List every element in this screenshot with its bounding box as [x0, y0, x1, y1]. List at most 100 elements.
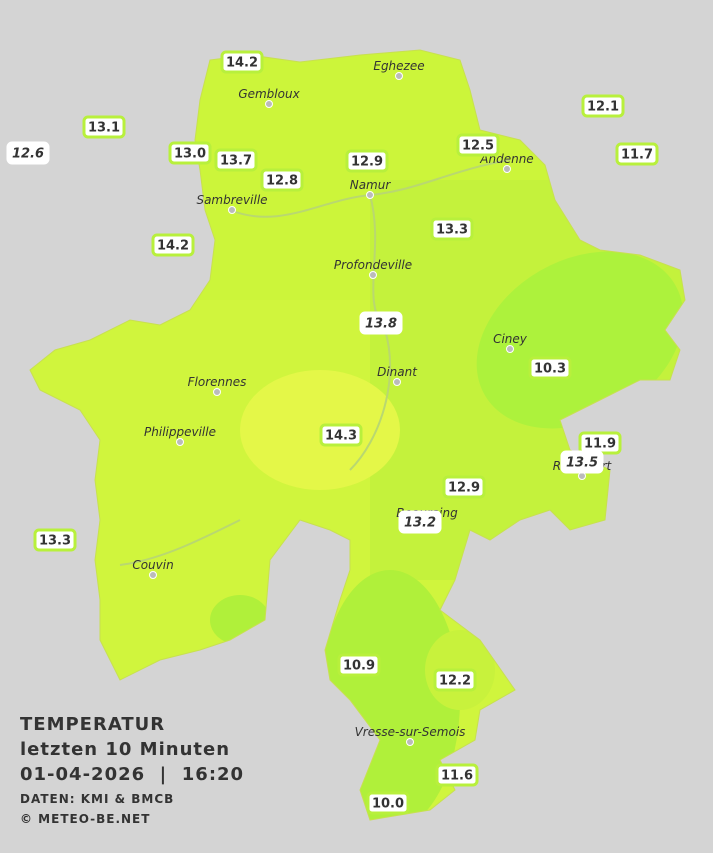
station-value: 10.0 [372, 797, 404, 812]
town-label: Vresse-sur-Semois [355, 725, 466, 739]
station: 13.7 [214, 148, 258, 172]
town-dot [369, 271, 377, 279]
town-dot [265, 100, 273, 108]
station: 11.9 [578, 431, 622, 455]
town-dot [149, 571, 157, 579]
station-value: 10.9 [343, 659, 375, 674]
town-label: Profondeville [334, 258, 412, 272]
station-box [581, 94, 625, 118]
town-dot [578, 472, 586, 480]
station-value: 11.6 [441, 769, 473, 784]
station-value: 13.2 [404, 516, 436, 531]
station-box [319, 423, 363, 447]
station-value: 11.7 [621, 148, 653, 163]
copyright: © METEO-BE.NET [20, 812, 150, 826]
station: 12.1 [581, 94, 625, 118]
station-box [435, 763, 479, 787]
station-value: 14.3 [325, 429, 357, 444]
station: 14.2 [220, 50, 264, 74]
station-box [442, 475, 486, 499]
station-value: 13.7 [220, 154, 252, 169]
station-box [151, 233, 195, 257]
town-label: Gembloux [238, 87, 300, 101]
station: 13.1 [82, 115, 126, 139]
station-box [260, 168, 304, 192]
town-dot [366, 191, 374, 199]
zone-cool-west [210, 595, 270, 645]
station-value: 12.9 [448, 481, 480, 496]
town-label: Ciney [493, 332, 528, 346]
station: 12.2 [433, 668, 477, 692]
station-box [33, 528, 77, 552]
station-value: 13.0 [174, 147, 206, 162]
town-label: Florennes [188, 375, 247, 389]
station: 13.5 [560, 450, 604, 474]
town-dot [228, 206, 236, 214]
station-box [6, 141, 50, 165]
town-dot [395, 72, 403, 80]
station-box [359, 311, 403, 335]
station: 12.8 [260, 168, 304, 192]
station-box [337, 653, 381, 677]
station-box [345, 149, 389, 173]
station-value: 14.2 [157, 239, 189, 254]
station-value: 12.8 [266, 174, 298, 189]
source: DATEN: KMI & BMCB [20, 792, 174, 806]
timestamp: 01-04-2026 | 16:20 [20, 764, 244, 785]
town-label: Sambreville [196, 193, 267, 207]
station-box [528, 356, 572, 380]
station: 14.2 [151, 233, 195, 257]
town-label: Eghezee [373, 59, 424, 73]
station: 13.8 [359, 311, 403, 335]
station-box [366, 791, 410, 815]
station: 10.3 [528, 356, 572, 380]
station-box [433, 668, 477, 692]
station-box [456, 133, 500, 157]
station: 12.6 [6, 141, 50, 165]
station-value: 13.3 [436, 223, 468, 238]
station-value: 13.5 [566, 456, 598, 471]
station-value: 11.9 [584, 437, 616, 452]
station-box [615, 142, 659, 166]
station: 14.3 [319, 423, 363, 447]
station-value: 13.3 [39, 534, 71, 549]
station: 13.2 [398, 510, 442, 534]
station-value: 13.8 [365, 317, 397, 332]
town-label: Namur [350, 178, 392, 192]
station-box [220, 50, 264, 74]
station-box [560, 450, 604, 474]
station: 11.6 [435, 763, 479, 787]
station: 13.3 [33, 528, 77, 552]
station: 10.0 [366, 791, 410, 815]
station-value: 12.2 [439, 674, 471, 689]
station: 11.7 [615, 142, 659, 166]
station-box [398, 510, 442, 534]
station: 13.0 [168, 141, 212, 165]
town-label: Dinant [377, 365, 418, 379]
station-box [430, 217, 474, 241]
title: TEMPERATUR [20, 714, 165, 735]
town-dot [393, 378, 401, 386]
town-dot [213, 388, 221, 396]
station-box [168, 141, 212, 165]
town-dot [176, 438, 184, 446]
station-box [82, 115, 126, 139]
station-value: 12.1 [587, 100, 619, 115]
station-value: 13.1 [88, 121, 120, 136]
station: 12.9 [442, 475, 486, 499]
station-value: 12.5 [462, 139, 494, 154]
town-dot [503, 165, 511, 173]
station-value: 12.9 [351, 155, 383, 170]
station-value: 10.3 [534, 362, 566, 377]
town-dot [406, 738, 414, 746]
town-label: Couvin [132, 558, 173, 572]
station: 13.3 [430, 217, 474, 241]
town-label: Philippeville [144, 425, 216, 439]
station: 10.9 [337, 653, 381, 677]
station: 12.9 [345, 149, 389, 173]
station-value: 12.6 [12, 147, 44, 162]
town-dot [506, 345, 514, 353]
station: 12.5 [456, 133, 500, 157]
subtitle: letzten 10 Minuten [20, 739, 230, 760]
